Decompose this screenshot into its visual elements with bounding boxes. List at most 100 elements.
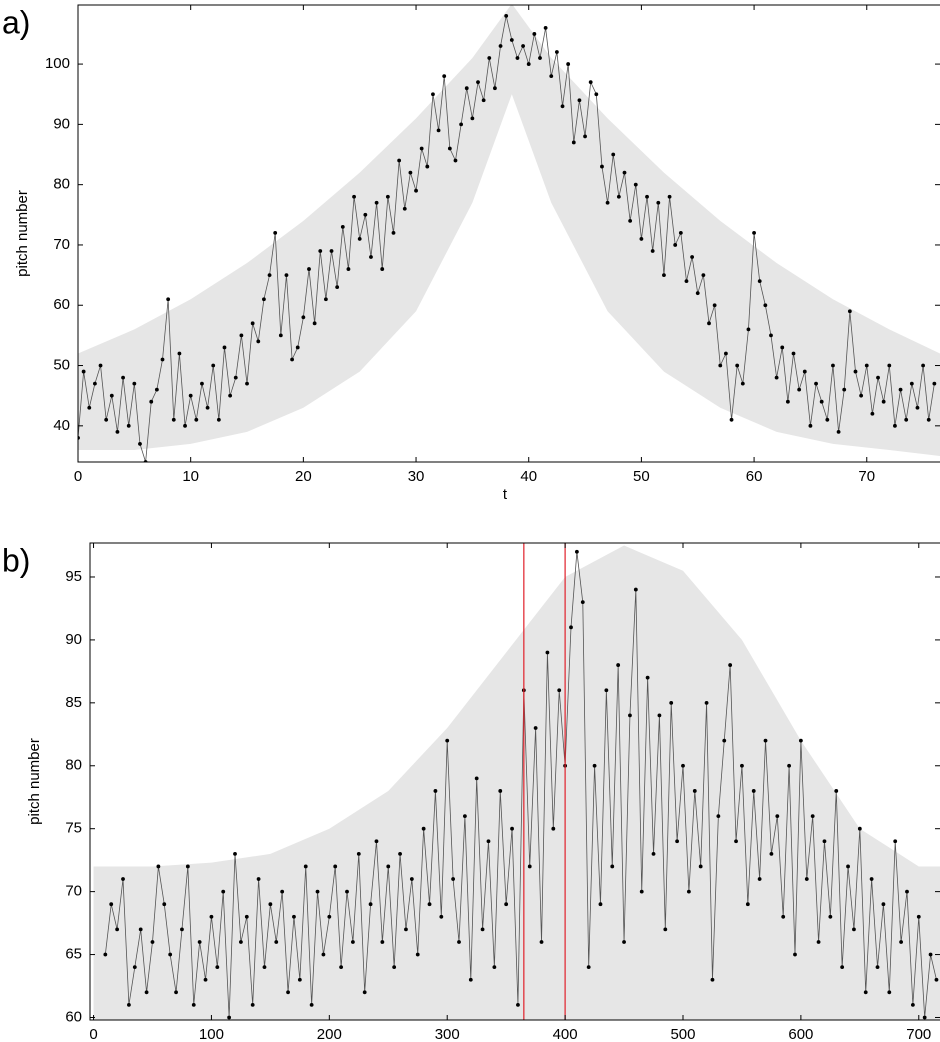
point: [233, 851, 237, 856]
point: [915, 405, 920, 410]
point: [909, 381, 914, 386]
point: [716, 814, 721, 819]
point: [380, 267, 385, 271]
point: [769, 333, 773, 338]
point: [286, 990, 290, 995]
point: [932, 381, 937, 386]
point: [127, 1002, 131, 1007]
x-tick-label: 0: [74, 468, 82, 485]
plot-area: [78, 5, 940, 462]
point: [115, 927, 120, 932]
point: [239, 333, 244, 338]
point: [781, 914, 786, 919]
point: [527, 864, 532, 869]
point: [745, 902, 750, 907]
point: [425, 164, 430, 169]
point: [633, 182, 638, 187]
point: [297, 977, 302, 982]
point: [740, 381, 745, 386]
point: [926, 417, 931, 422]
point: [415, 952, 420, 957]
y-tick-label: 85: [65, 694, 82, 711]
point: [504, 902, 509, 907]
point: [267, 273, 272, 278]
point: [870, 411, 875, 416]
point: [273, 230, 278, 235]
point: [462, 814, 467, 819]
point: [639, 237, 644, 241]
point: [154, 387, 159, 392]
point: [498, 44, 503, 48]
point: [374, 200, 379, 205]
point: [724, 351, 728, 356]
point: [468, 977, 473, 982]
point: [847, 309, 852, 314]
point: [368, 902, 373, 907]
point: [363, 212, 368, 217]
point: [710, 977, 715, 982]
point: [639, 889, 644, 894]
point: [543, 26, 548, 30]
point: [350, 940, 355, 944]
point: [392, 965, 397, 970]
point: [436, 128, 441, 133]
point: [684, 279, 689, 284]
point: [81, 369, 86, 374]
point: [209, 914, 214, 919]
point: [802, 369, 807, 374]
point: [611, 152, 616, 157]
point: [309, 1002, 314, 1007]
point: [414, 188, 418, 193]
x-tick-label: 600: [788, 1026, 813, 1042]
point: [662, 273, 666, 278]
point: [592, 763, 597, 768]
point: [763, 303, 768, 308]
point: [825, 417, 830, 422]
x-tick-label: 500: [670, 1026, 695, 1042]
point: [177, 351, 182, 356]
point: [274, 940, 279, 944]
point: [583, 134, 587, 139]
point: [385, 194, 390, 199]
point: [104, 417, 109, 422]
point: [852, 927, 856, 932]
point: [600, 164, 604, 169]
y-tick-label: 60: [53, 296, 70, 313]
point: [397, 158, 402, 163]
x-tick-label: 200: [317, 1026, 342, 1042]
point: [588, 80, 593, 85]
point: [222, 345, 227, 350]
point: [539, 940, 544, 944]
point: [268, 902, 273, 907]
point: [93, 381, 97, 386]
point: [569, 625, 573, 630]
point: [881, 902, 886, 907]
series-line: [104, 551, 937, 1018]
point: [103, 952, 108, 957]
x-tick-label: 700: [906, 1026, 931, 1042]
envelope: [78, 5, 940, 456]
point: [197, 940, 202, 944]
point: [533, 726, 538, 730]
point: [893, 839, 898, 844]
point: [859, 393, 864, 398]
point: [551, 826, 556, 831]
point: [774, 375, 779, 380]
point: [571, 140, 576, 145]
x-tick-label: 30: [408, 468, 425, 485]
point: [922, 1015, 927, 1020]
point: [921, 363, 925, 368]
point: [831, 363, 835, 368]
point: [307, 267, 311, 271]
point: [667, 194, 672, 199]
point: [132, 381, 137, 386]
point: [692, 789, 697, 793]
point: [887, 990, 892, 995]
point: [200, 381, 204, 386]
point: [144, 990, 149, 995]
point: [362, 990, 367, 995]
point: [757, 877, 762, 881]
point: [729, 417, 734, 422]
